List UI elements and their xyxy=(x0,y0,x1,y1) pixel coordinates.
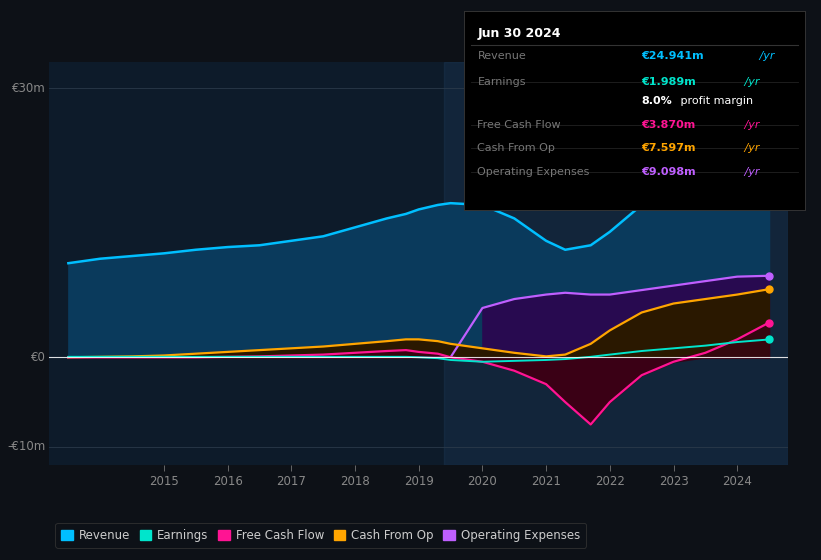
Text: /yr: /yr xyxy=(741,143,759,153)
Text: Earnings: Earnings xyxy=(478,77,526,87)
Text: Cash From Op: Cash From Op xyxy=(478,143,555,153)
Legend: Revenue, Earnings, Free Cash Flow, Cash From Op, Operating Expenses: Revenue, Earnings, Free Cash Flow, Cash … xyxy=(55,523,586,548)
Text: /yr: /yr xyxy=(741,167,759,178)
Text: 8.0%: 8.0% xyxy=(641,96,672,106)
Text: /yr: /yr xyxy=(741,77,759,87)
Text: €3.870m: €3.870m xyxy=(641,119,695,129)
Text: Revenue: Revenue xyxy=(478,51,526,61)
Text: Jun 30 2024: Jun 30 2024 xyxy=(478,27,561,40)
Text: €30m: €30m xyxy=(11,82,46,95)
Bar xyxy=(444,62,788,465)
Text: /yr: /yr xyxy=(741,119,759,129)
Text: €1.989m: €1.989m xyxy=(641,77,695,87)
Text: €0: €0 xyxy=(30,351,46,364)
Text: -€10m: -€10m xyxy=(7,440,46,454)
Text: /yr: /yr xyxy=(755,51,774,61)
Text: €24.941m: €24.941m xyxy=(641,51,704,61)
Text: Operating Expenses: Operating Expenses xyxy=(478,167,589,178)
Text: €9.098m: €9.098m xyxy=(641,167,695,178)
Text: Free Cash Flow: Free Cash Flow xyxy=(478,119,561,129)
Text: €7.597m: €7.597m xyxy=(641,143,695,153)
Text: profit margin: profit margin xyxy=(677,96,753,106)
